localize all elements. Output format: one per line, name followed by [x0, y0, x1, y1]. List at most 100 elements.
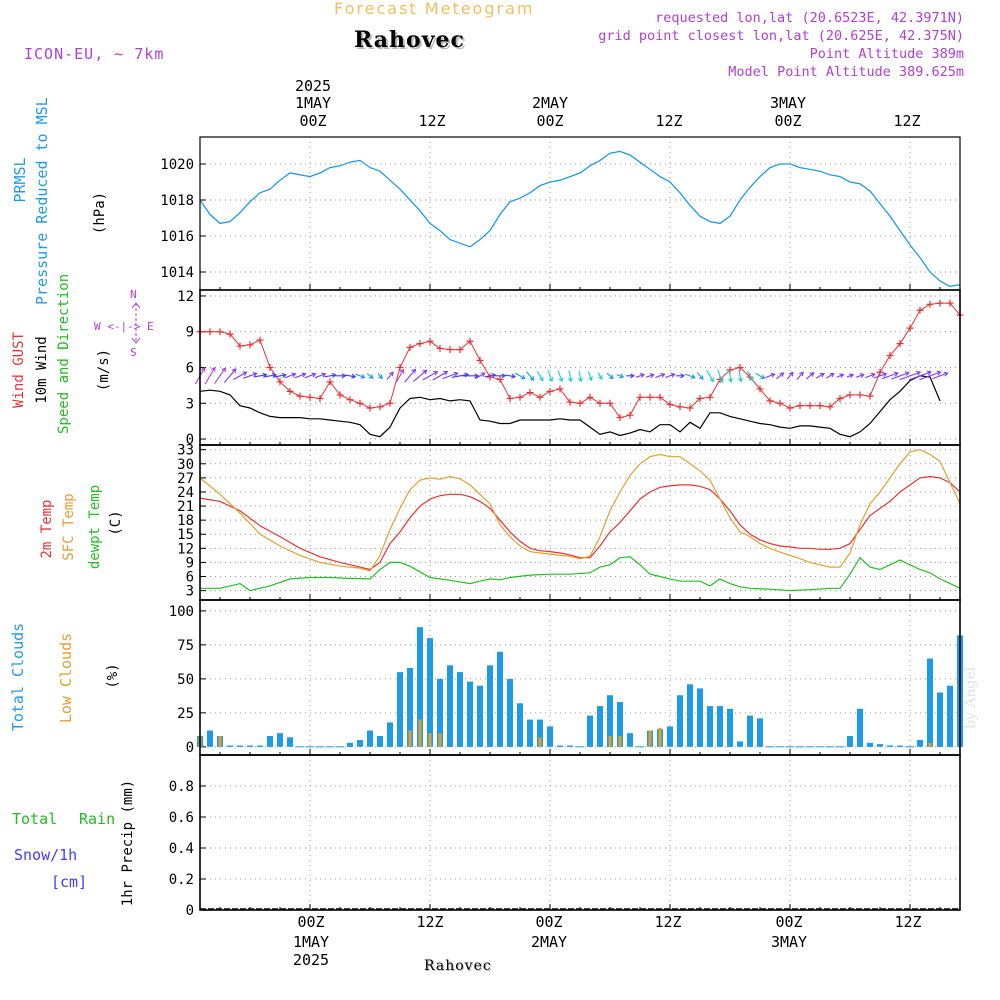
- wind-direction-arrowhead: [411, 368, 417, 374]
- y-tick-label: 12: [177, 541, 194, 557]
- total-cloud-bar: [257, 745, 263, 747]
- wind-direction-arrow: [728, 369, 732, 382]
- wind-gust-marker: [326, 378, 334, 386]
- total-cloud-bar: [557, 745, 563, 747]
- wind-direction-arrowhead: [311, 372, 317, 378]
- bottom-hour-label: 00Z: [775, 913, 803, 931]
- wind-gust-marker: [496, 375, 504, 383]
- low-cloud-bar: [608, 736, 612, 747]
- wind-gust-marker: [696, 395, 704, 402]
- y-tick-label: 0: [186, 740, 194, 756]
- wind-gust-marker: [366, 404, 374, 412]
- wind-gust-marker: [336, 391, 344, 399]
- wind-direction-arrow: [366, 373, 374, 379]
- wind-direction-arrow: [451, 373, 469, 378]
- wind-direction-arrowhead: [770, 372, 776, 378]
- wind-direction-arrowhead: [453, 371, 459, 377]
- total-cloud-bar: [477, 685, 483, 747]
- wind-direction-arrowhead: [548, 376, 554, 383]
- total-cloud-bar: [927, 658, 933, 747]
- total-cloud-bar: [667, 726, 673, 747]
- wind-direction-arrowhead: [200, 366, 206, 372]
- footer-place: Rahovec: [424, 958, 492, 974]
- total-cloud-bar: [457, 672, 463, 747]
- wind-gust-marker: [826, 403, 834, 411]
- wind-gust-marker: [626, 411, 634, 419]
- wind-gust-marker: [936, 299, 944, 307]
- bottom-day-label-3: 3MAY: [770, 933, 808, 951]
- total-cloud-bar: [607, 695, 613, 747]
- wind-gust-marker: [786, 404, 794, 412]
- total-cloud-bar: [547, 726, 553, 747]
- wind-direction-arrow: [755, 372, 765, 379]
- wind-direction-arrow: [395, 369, 405, 383]
- y-tick-label: 1016: [160, 229, 194, 245]
- wind-direction-arrowhead: [341, 373, 347, 379]
- total-cloud-bar: [587, 715, 593, 747]
- y-tick-label: 30: [177, 457, 194, 473]
- low-cloud-bar: [658, 727, 662, 747]
- wind-direction-arrowhead: [829, 373, 835, 378]
- total-cloud-bar: [947, 685, 953, 747]
- y-tick-label: 0.2: [169, 872, 194, 888]
- y-tick-label: 27: [177, 471, 194, 487]
- wind-gust-marker: [926, 300, 934, 308]
- wind-direction-arrowhead: [839, 373, 845, 379]
- wind-gust-marker: [546, 387, 554, 395]
- wind-direction-arrowhead: [577, 377, 583, 383]
- y-tick-label: 75: [177, 638, 194, 654]
- y-tick-label: 21: [177, 499, 194, 515]
- wind-direction-arrowhead: [779, 372, 785, 377]
- wind-direction-arrowhead: [709, 377, 714, 383]
- wind-direction-arrow: [616, 374, 624, 378]
- wind-direction-arrowhead: [399, 368, 405, 374]
- wind-direction-arrow: [525, 371, 535, 381]
- wind-gust-marker: [206, 328, 214, 336]
- wind-direction-arrow: [765, 373, 775, 379]
- compass-vertical-arrow: [131, 302, 141, 344]
- wind-direction-arrow: [836, 374, 844, 378]
- wind-gust-marker: [216, 328, 224, 336]
- total-cloud-bar: [267, 736, 273, 747]
- wind-direction-arrowhead: [598, 374, 603, 380]
- wind-direction-arrowhead: [281, 372, 287, 378]
- wind-gust-marker: [226, 330, 234, 338]
- wind-gust-marker: [646, 393, 654, 401]
- wind-direction-arrowhead: [882, 372, 888, 378]
- wind-gust-marker: [606, 399, 614, 407]
- total-cloud-bar: [537, 719, 543, 747]
- y-tick-label: 25: [177, 706, 194, 722]
- low-cloud-bar: [648, 730, 652, 747]
- y-tick-label: 3: [186, 584, 194, 600]
- wind-direction-arrowhead: [799, 371, 804, 377]
- low-cloud-bar: [618, 736, 622, 747]
- wind-direction-arrow: [738, 370, 742, 382]
- wind-gust-marker: [866, 392, 874, 400]
- wind-direction-arrowhead: [727, 377, 734, 383]
- total-cloud-bar: [487, 665, 493, 747]
- wind-direction-arrowhead: [630, 373, 635, 379]
- wind-gust-marker: [836, 395, 844, 402]
- wind-direction-arrow: [746, 370, 754, 381]
- wind-gust-marker: [556, 385, 564, 393]
- wind-gust-marker: [796, 402, 804, 410]
- total-cloud-bar: [627, 733, 633, 747]
- wind-direction-arrow: [547, 370, 553, 382]
- wind-gust-marker: [416, 340, 424, 348]
- wind-gust-marker: [566, 398, 574, 406]
- wind-gust-marker: [456, 346, 464, 354]
- wind-direction-arrow: [377, 372, 383, 379]
- top-day-label-2: 2MAY: [531, 94, 569, 112]
- bottom-year-label: 2025: [292, 951, 330, 969]
- wind-direction-arrow: [919, 371, 941, 381]
- total-cloud-bar: [897, 745, 903, 747]
- wind-direction-arrow: [646, 373, 654, 378]
- wind-direction-arrow: [909, 371, 931, 381]
- wind-direction-arrow: [899, 371, 921, 381]
- total-cloud-bar: [737, 741, 743, 747]
- wind-gust-marker: [516, 393, 524, 401]
- total-cloud-bar: [497, 651, 503, 747]
- wind-gust-marker: [346, 396, 354, 404]
- wind-gust-marker: [436, 344, 444, 352]
- wind-gust-marker: [816, 402, 824, 410]
